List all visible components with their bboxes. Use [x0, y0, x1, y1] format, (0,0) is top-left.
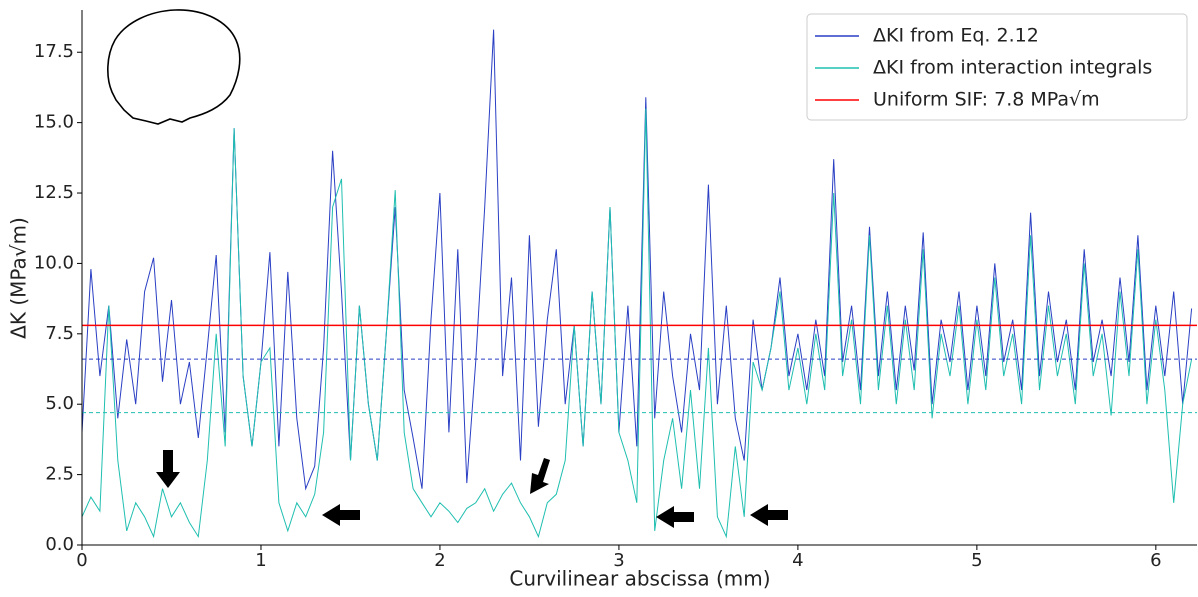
x-tick-label: 2 — [434, 550, 445, 571]
x-tick-label: 1 — [255, 550, 266, 571]
arrow — [656, 506, 694, 528]
x-tick-label: 3 — [613, 550, 624, 571]
y-axis-title: ΔK (MPa√m) — [7, 217, 31, 339]
legend-box — [806, 13, 1188, 121]
plot-area: 0.0 2.5 5.0 7.5 10.0 12.5 15.0 17.5 0 1 2 3 4 5 6 ΔKI f… — [34, 10, 1197, 571]
arrow — [156, 450, 180, 488]
arrow — [530, 458, 550, 494]
y-tick-label: 5.0 — [45, 393, 74, 414]
arrow — [750, 504, 788, 526]
y-tick-label: 15.0 — [34, 112, 74, 133]
y-tick-label: 12.5 — [34, 182, 74, 203]
arrow — [322, 504, 360, 526]
x-tick-label: 0 — [76, 550, 87, 571]
inset-crack-shape — [107, 9, 241, 125]
legend-label: ΔKI from Eq. 2.12 — [873, 25, 1039, 47]
x-tick-label: 4 — [792, 550, 803, 571]
data-line — [81, 108, 1193, 539]
legend-label: Uniform SIF: 7.8 MPa√m — [873, 89, 1100, 111]
data-line — [81, 29, 1193, 491]
legend-label: ΔKI from interaction integrals — [873, 57, 1152, 79]
y-tick-label: 2.5 — [45, 464, 74, 485]
x-tick-label: 5 — [971, 550, 982, 571]
y-tick-label: 0.0 — [45, 534, 74, 555]
x-axis-title: Curvilinear abscissa (mm) — [509, 567, 770, 591]
y-tick-label: 7.5 — [45, 323, 74, 344]
y-tick-label: 10.0 — [34, 252, 74, 273]
x-tick-label: 6 — [1150, 550, 1161, 571]
y-tick-label: 17.5 — [34, 41, 74, 62]
arrows — [156, 450, 788, 528]
